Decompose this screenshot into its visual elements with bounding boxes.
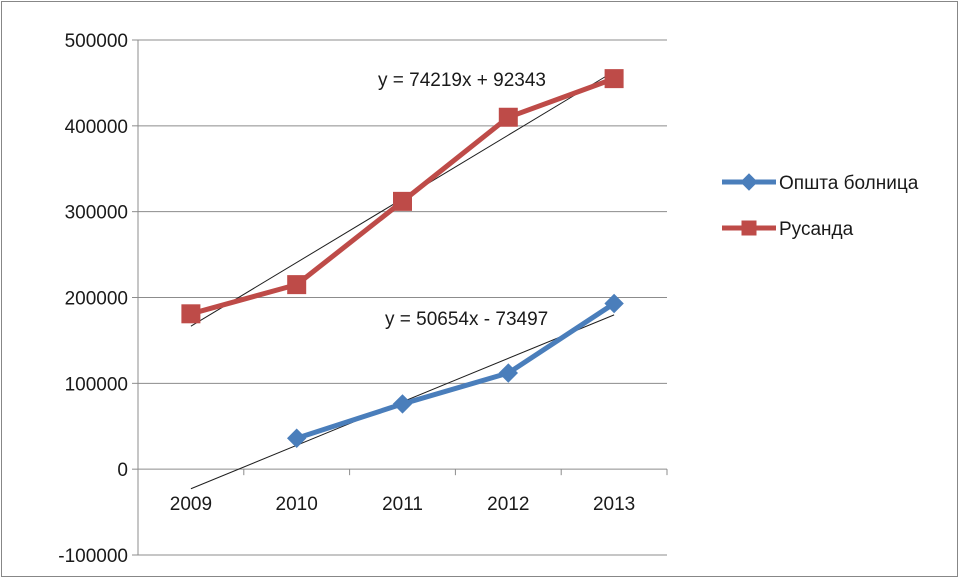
square-marker [604,69,624,89]
x-tick-label: 2011 [382,494,423,515]
diamond-marker [740,173,758,191]
axes [132,39,668,556]
trendline-equation-opsta-bolnica: y = 50654x - 73497 [385,309,548,330]
y-tick-label: 400000 [65,117,128,138]
trendline-equation-rusanda: y = 74219x + 92343 [378,70,546,91]
legend-label: Општа болница [779,173,919,194]
x-tick-label: 2012 [487,494,529,515]
series-line [295,301,616,441]
x-tick-label: 2009 [170,494,212,515]
y-tick-label: 0 [117,460,128,481]
x-tick-label: 2010 [276,494,318,515]
y-tick-label: 500000 [65,31,128,52]
square-marker [393,191,412,211]
trendline-equations: y = 74219x + 92343 y = 50654x - 73497 [378,70,548,330]
x-tick-label: 2013 [593,494,635,515]
square-marker [181,304,201,324]
gridlines [138,39,667,556]
y-tick-label: 100000 [65,374,128,395]
y-tick-label: -100000 [58,546,128,567]
diamond-marker [498,363,519,383]
legend: Општа болница Русанда [722,173,919,240]
diamond-marker [392,394,413,414]
y-tick-label: 300000 [65,203,128,224]
diamond-marker [286,428,307,448]
square-marker [287,275,307,295]
tick-labels: -100000 0 100000 200000 300000 400000 500000 20… [58,31,635,567]
square-marker [498,107,518,127]
diamond-marker [604,293,624,314]
square-marker [741,220,757,236]
trendlines [190,70,615,490]
y-tick-label: 200000 [65,289,128,310]
series-lines [181,69,624,448]
legend-label: Русанда [779,219,854,240]
